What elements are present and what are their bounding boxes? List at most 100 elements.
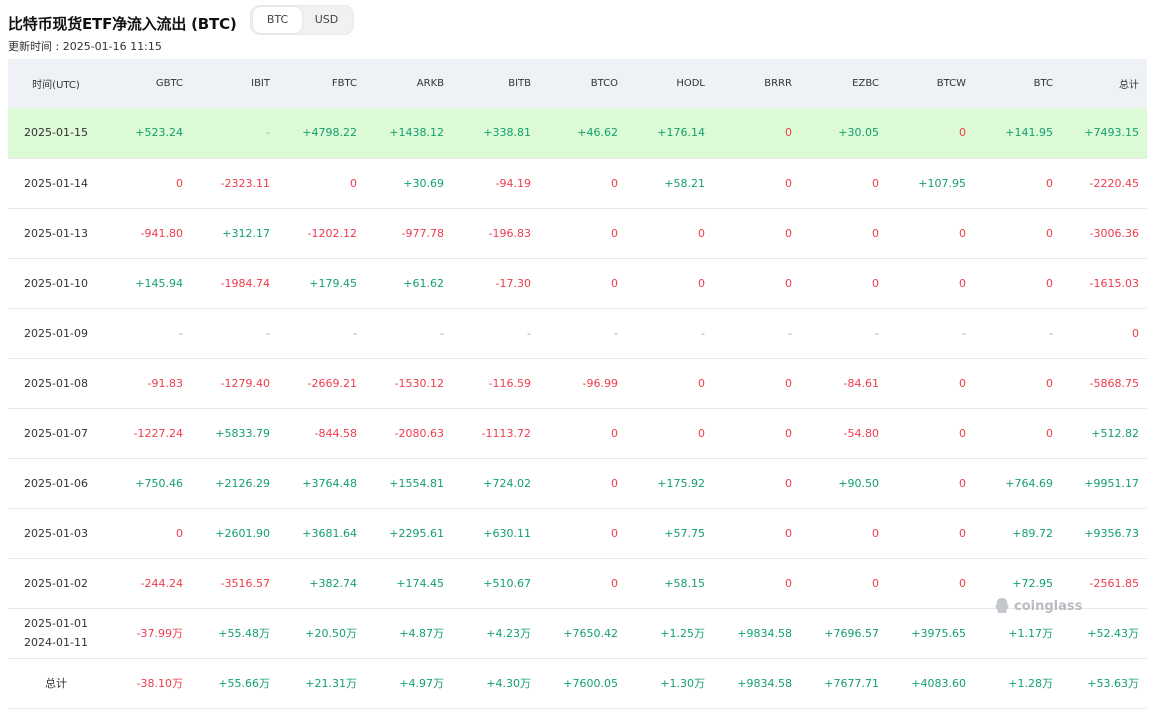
flow-value-cell: +5833.79 [215,426,270,440]
column-header-5[interactable]: BITB [508,78,531,89]
flow-value-cell: +764.69 [1005,476,1053,490]
flow-value-cell: +179.45 [309,276,357,290]
flow-value-cell: 0 [1046,276,1053,290]
flow-value-cell: 0 [785,576,792,590]
flow-value-cell: +4083.60 [911,676,966,690]
flow-value-cell: -17.30 [495,276,531,290]
table-body: 2025-01-15 +523.24 - +4798.22 +1438.12 +338.8… [8,108,1147,708]
table-row: 2025-01-02 -244.24 -3516.57 +382.74 +174.45 +… [8,558,1147,608]
flow-value-cell: +724.02 [483,476,531,490]
flow-value-cell: -244.24 [140,576,183,590]
flow-value-cell: +55.66万 [218,677,270,690]
flow-value-cell: -2669.21 [307,376,357,390]
flow-value-cell: 0 [872,276,879,290]
column-header-8[interactable]: BRRR [764,78,792,89]
flow-value-cell: -116.59 [488,376,531,390]
flow-value-cell: +58.21 [664,176,705,190]
column-header-0[interactable]: 时间(UTC) [32,80,80,91]
column-header-1[interactable]: GBTC [155,78,183,89]
flow-value-cell: 0 [785,226,792,240]
flow-value-cell: 0 [959,576,966,590]
flow-value-cell: - [527,326,531,340]
column-header-7[interactable]: HODL [676,78,705,89]
row-date-cell: 2025-01-07 [8,408,104,458]
column-header-2[interactable]: IBIT [251,78,270,89]
flow-value-cell: +4798.22 [302,126,357,140]
flow-value-cell: - [266,126,270,140]
flow-value-cell: - [875,326,879,340]
flow-value-cell: 0 [611,476,618,490]
flow-value-cell: 0 [785,426,792,440]
flow-value-cell: -1615.03 [1089,276,1139,290]
flow-value-cell: -38.10万 [136,677,183,690]
flow-value-cell: 0 [872,576,879,590]
row-date-text: 2025-01-03 [24,526,88,540]
flow-value-cell: 0 [611,226,618,240]
flow-value-cell: -5868.75 [1089,376,1139,390]
flow-value-cell: 0 [959,526,966,540]
flow-value-cell: +2295.61 [389,526,444,540]
flow-value-cell: 0 [698,276,705,290]
flow-value-cell: -91.83 [147,376,183,390]
flow-value-cell: 0 [1046,226,1053,240]
toggle-usd-option[interactable]: USD [314,13,339,26]
flow-value-cell: +58.15 [664,576,705,590]
flow-value-cell: - [266,326,270,340]
flow-value-cell: -2323.11 [220,176,270,190]
flow-value-cell: +46.62 [577,126,618,140]
flow-value-cell: 0 [611,276,618,290]
flow-value-cell: -37.99万 [136,627,183,640]
flow-value-cell: 0 [959,476,966,490]
flow-value-cell: - [179,326,183,340]
flow-value-cell: 0 [176,526,183,540]
column-header-12[interactable]: 总计 [1119,80,1139,91]
flow-value-cell: +510.67 [483,576,531,590]
flow-value-cell: 0 [1132,326,1139,340]
column-header-9[interactable]: EZBC [852,78,879,89]
flow-value-cell: 0 [959,376,966,390]
flow-value-cell: -94.19 [495,176,531,190]
column-header-11[interactable]: BTC [1033,78,1053,89]
column-header-3[interactable]: FBTC [331,78,357,89]
flow-value-cell: 0 [1046,376,1053,390]
row-date-text: 2025-01-09 [24,326,88,340]
flow-value-cell: +61.62 [403,276,444,290]
flow-value-cell: 0 [1046,176,1053,190]
flow-value-cell: +9356.73 [1084,526,1139,540]
flow-value-cell: +174.45 [396,576,444,590]
coinglass-watermark: coinglass [993,597,1082,615]
column-header-4[interactable]: ARKB [416,78,444,89]
flow-value-cell: +107.95 [918,176,966,190]
flow-value-cell: 0 [611,576,618,590]
flow-value-cell: +4.97万 [399,677,444,690]
column-header-6[interactable]: BTCO [590,78,618,89]
flow-value-cell: -1227.24 [133,426,183,440]
watermark-text: coinglass [1014,598,1083,614]
row-date-text: 2024-01-11 [24,636,88,649]
flow-value-cell: 0 [611,526,618,540]
flow-value-cell: +145.94 [135,276,183,290]
flow-value-cell: +9951.17 [1084,476,1139,490]
toggle-btc-option[interactable]: BTC [253,7,302,33]
flow-value-cell: -1530.12 [394,376,444,390]
flow-value-cell: 0 [785,376,792,390]
row-date-text: 2025-01-01 [24,617,88,630]
flow-value-cell: - [440,326,444,340]
etf-flow-table: 时间(UTC) GBTC IBIT FBTC ARKB BITB BTCO HODL BRRR E… [8,59,1147,709]
coinglass-logo-icon [995,598,1009,613]
flow-value-cell: -2080.63 [394,426,444,440]
table-header-row: 时间(UTC) GBTC IBIT FBTC ARKB BITB BTCO HODL BRRR E… [8,59,1147,108]
flow-value-cell: +1.28万 [1008,677,1053,690]
flow-value-cell: -2561.85 [1089,576,1139,590]
flow-value-cell: +141.95 [1005,126,1053,140]
flow-value-cell: 0 [611,426,618,440]
column-header-10[interactable]: BTCW [936,78,966,89]
row-date-text: 2025-01-06 [24,476,88,490]
flow-value-cell: 0 [698,376,705,390]
row-date-text: 总计 [45,677,67,690]
flow-value-cell: - [614,326,618,340]
flow-value-cell: 0 [350,176,357,190]
flow-value-cell: 0 [872,526,879,540]
currency-toggle[interactable]: BTC USD [250,5,354,35]
table-row: 2025-01-14 0 -2323.11 0 +30.69 -94.19 0 +58.21 0… [8,158,1147,208]
